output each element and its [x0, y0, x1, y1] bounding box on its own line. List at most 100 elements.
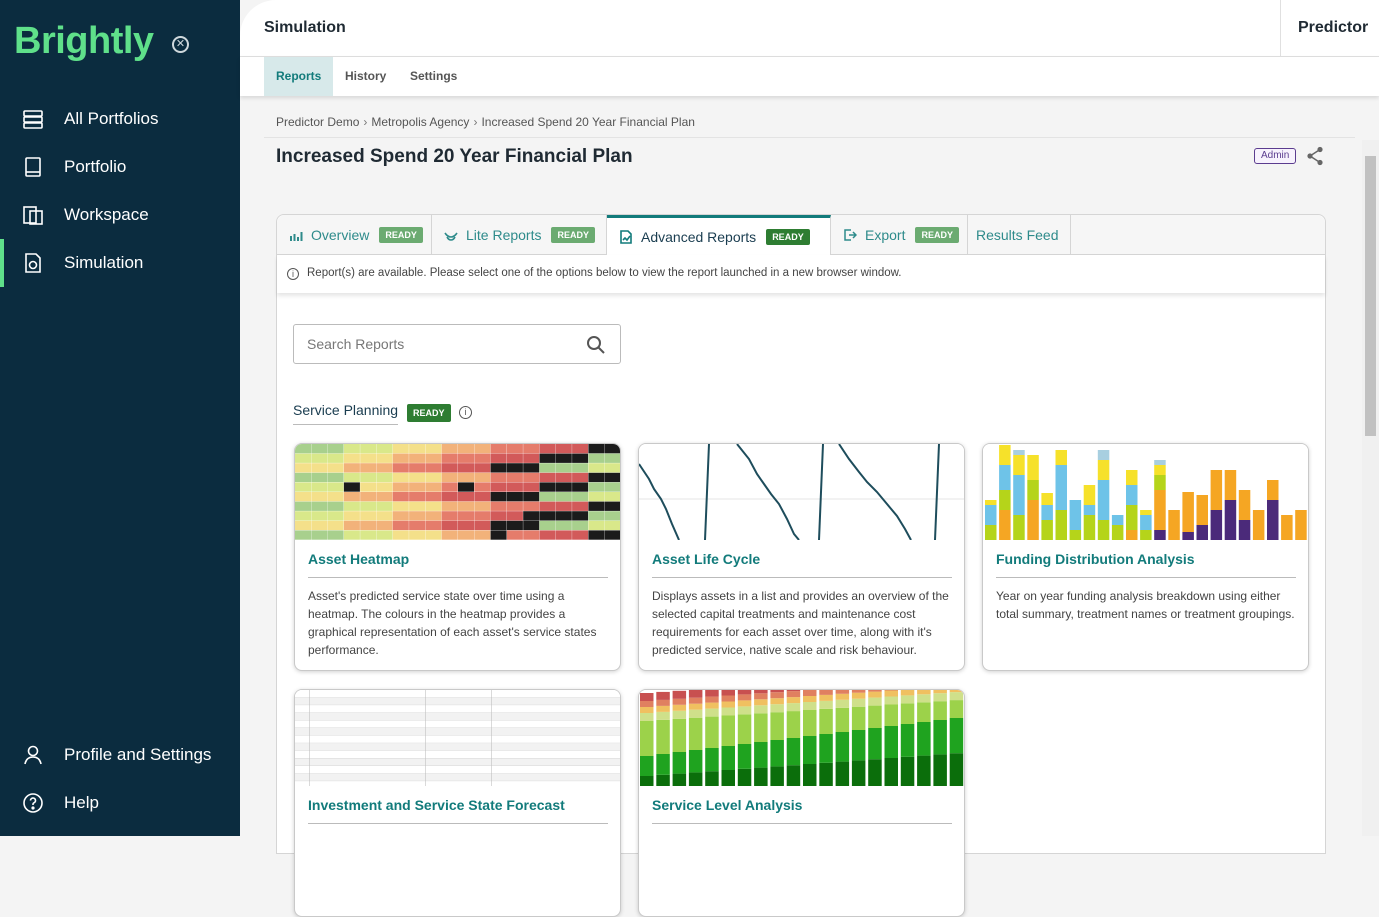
heatmap-cell — [588, 530, 605, 540]
funding-bar-segment — [985, 525, 997, 540]
heatmap-cell — [474, 530, 491, 540]
breadcrumb-item[interactable]: Predictor Demo — [276, 115, 360, 129]
heatmap-cell — [458, 463, 474, 473]
search-icon[interactable] — [586, 335, 606, 355]
table-row-line — [295, 735, 620, 736]
tab-settings[interactable]: Settings — [410, 69, 458, 83]
breadcrumb-item[interactable]: Metropolis Agency — [371, 115, 470, 129]
status-badge: READY — [766, 229, 810, 245]
heatmap-cell — [360, 463, 377, 473]
sidebar-item-simulation[interactable]: Simulation — [0, 239, 240, 287]
service-bar-segment — [705, 696, 719, 703]
funding-bar-segment — [1224, 470, 1237, 500]
report-card-asset-heatmap[interactable]: Asset Heatmap Asset's predicted service … — [294, 443, 621, 671]
table-row-line — [295, 712, 620, 713]
service-bar-segment — [884, 704, 898, 726]
service-bar-segment — [640, 756, 654, 776]
heatmap-cell — [425, 472, 442, 483]
heatmap-cell — [441, 482, 458, 492]
heatmap-cell — [588, 511, 605, 521]
sidebar-item-workspace[interactable]: Workspace — [0, 191, 240, 239]
heatmap-cell — [295, 463, 311, 473]
table-row-line — [295, 697, 620, 698]
heatmap-cell — [295, 472, 311, 483]
life-cycle-thumbnail — [639, 444, 964, 540]
service-bar-segment — [672, 773, 687, 786]
service-bar-segment — [884, 690, 898, 697]
report-tabs: Overview READY Lite Reports READY Advanc… — [277, 215, 1325, 256]
scrollbar-thumb[interactable] — [1365, 156, 1376, 436]
service-bar-segment — [754, 693, 768, 700]
search-box[interactable] — [293, 324, 621, 364]
service-bar-segment — [737, 706, 752, 715]
service-bar-segment — [754, 767, 768, 786]
service-bar-segment — [737, 690, 752, 695]
service-bar-segment — [672, 752, 687, 774]
heatmap-cell — [523, 501, 540, 511]
service-bar-segment — [640, 693, 654, 701]
info-icon[interactable]: i — [459, 406, 472, 419]
app-switcher[interactable]: Predictor — [1280, 0, 1379, 57]
table-row — [295, 712, 620, 721]
heatmap-cell — [604, 444, 620, 454]
service-bar-segment — [917, 755, 931, 786]
sidebar-item-portfolio[interactable]: Portfolio — [0, 143, 240, 191]
search-input[interactable] — [307, 336, 567, 352]
top-header: Simulation Predictor — [240, 0, 1379, 57]
report-card-investment-forecast[interactable]: Investment and Service State Forecast — [294, 689, 621, 917]
report-card-funding-distribution[interactable]: Funding Distribution Analysis Year on ye… — [982, 443, 1309, 671]
heatmap-cell — [604, 511, 620, 521]
heatmap-cell — [392, 472, 409, 483]
tab-export[interactable]: Export READY — [831, 215, 968, 255]
brightly-logo[interactable]: Brightly — [14, 20, 154, 62]
tab-results-feed[interactable]: Results Feed — [968, 215, 1071, 255]
heatmap-cell — [588, 444, 605, 454]
tab-advanced-reports[interactable]: Advanced Reports READY — [607, 215, 831, 256]
report-card-service-level[interactable]: Service Level Analysis — [638, 689, 965, 917]
service-bar-segment — [835, 693, 850, 700]
tab-overview[interactable]: Overview READY — [277, 215, 432, 255]
heatmap-cell — [523, 444, 540, 454]
funding-bar-segment — [1140, 510, 1152, 515]
heatmap-cell — [604, 530, 620, 540]
info-icon: i — [287, 268, 299, 280]
funding-bar-segment — [1083, 485, 1096, 505]
service-bar-segment — [851, 692, 866, 699]
heatmap-cell — [327, 482, 344, 492]
heatmap-cell — [523, 472, 540, 483]
sidebar-item-help[interactable]: Help — [0, 779, 240, 827]
share-icon[interactable] — [1306, 146, 1324, 166]
tab-history[interactable]: History — [345, 69, 387, 83]
heatmap-cell — [343, 530, 360, 540]
table-row-line — [295, 742, 620, 744]
heatmap-cell — [425, 511, 442, 521]
sidebar-item-profile-settings[interactable]: Profile and Settings — [0, 731, 240, 779]
service-bar-segment — [786, 697, 801, 704]
tab-reports[interactable]: Reports — [264, 57, 333, 96]
heatmap-cell — [588, 472, 605, 483]
funding-bar-segment — [1154, 490, 1166, 530]
tab-lite-reports[interactable]: Lite Reports READY — [432, 215, 607, 255]
collapse-sidebar-icon[interactable]: ✕ — [172, 36, 189, 53]
heatmap-cell — [539, 482, 556, 492]
heatmap-cell — [392, 444, 409, 454]
service-level-thumbnail — [639, 690, 964, 786]
heatmap-cell — [506, 472, 523, 483]
sidebar-item-all-portfolios[interactable]: All Portfolios — [0, 95, 240, 143]
heatmap-cell — [539, 472, 556, 483]
service-bar-segment — [754, 713, 768, 742]
heatmap-cell — [327, 453, 344, 463]
funding-bar-segment — [1013, 450, 1025, 455]
service-bar-segment — [835, 732, 850, 762]
service-bar-segment — [656, 705, 670, 712]
service-bar-segment — [851, 706, 866, 730]
service-bar-segment — [819, 694, 833, 701]
heatmap-cell — [343, 520, 360, 531]
report-card-asset-life-cycle[interactable]: Asset Life Cycle Displays assets in a li… — [638, 443, 965, 671]
funding-bar-segment — [1041, 505, 1053, 520]
funding-bar-segment — [1140, 515, 1152, 530]
scrollbar[interactable] — [1362, 140, 1379, 836]
heatmap-cell — [572, 444, 589, 454]
export-icon — [844, 229, 857, 241]
service-bar-segment — [672, 704, 687, 711]
